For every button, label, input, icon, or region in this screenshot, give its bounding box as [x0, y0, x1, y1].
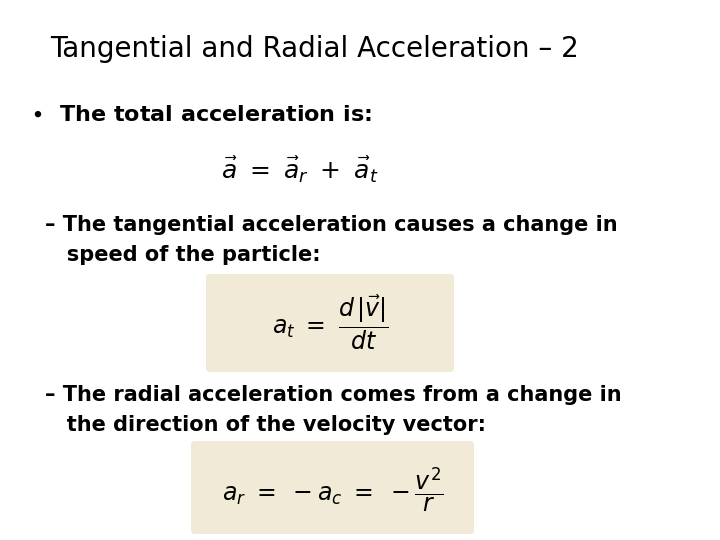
FancyBboxPatch shape	[206, 274, 454, 372]
Text: $a_r\ =\ -a_c\ =\ -\dfrac{v^2}{r}$: $a_r\ =\ -a_c\ =\ -\dfrac{v^2}{r}$	[222, 465, 444, 514]
FancyBboxPatch shape	[191, 441, 474, 534]
Text: – The radial acceleration comes from a change in: – The radial acceleration comes from a c…	[45, 385, 621, 405]
Text: $\vec{a}\ =\ \vec{a}_r\ +\ \vec{a}_t$: $\vec{a}\ =\ \vec{a}_r\ +\ \vec{a}_t$	[221, 155, 379, 185]
Text: speed of the particle:: speed of the particle:	[45, 245, 320, 265]
Text: – The tangential acceleration causes a change in: – The tangential acceleration causes a c…	[45, 215, 618, 235]
Text: the direction of the velocity vector:: the direction of the velocity vector:	[45, 415, 486, 435]
Text: $\bullet$  The total acceleration is:: $\bullet$ The total acceleration is:	[30, 105, 372, 125]
Text: Tangential and Radial Acceleration – 2: Tangential and Radial Acceleration – 2	[50, 35, 579, 63]
Text: $a_t\ =\ \dfrac{d\,|\vec{v}|}{dt}$: $a_t\ =\ \dfrac{d\,|\vec{v}|}{dt}$	[271, 294, 388, 352]
